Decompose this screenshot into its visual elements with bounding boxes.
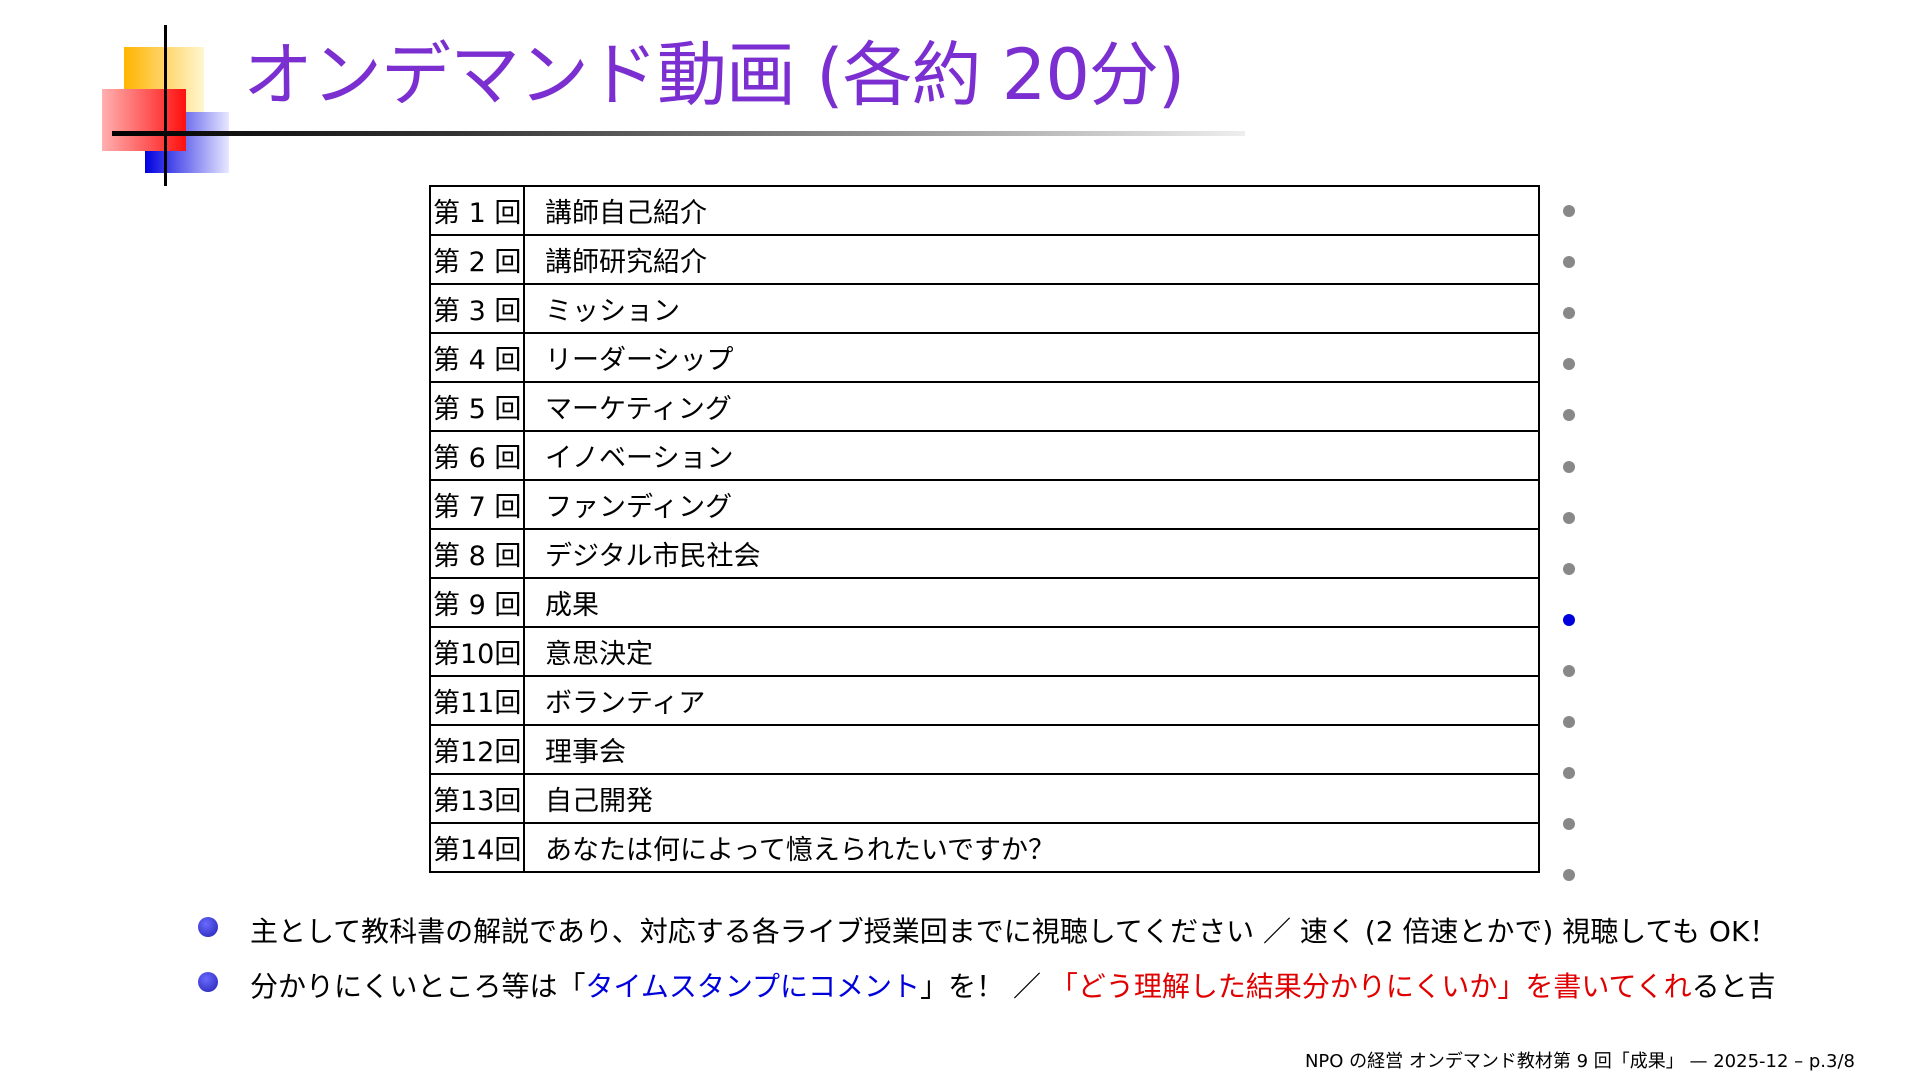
text: 」を！ ／ <box>920 970 1050 1003</box>
table-row: 第 5 回マーケティング <box>429 381 1540 432</box>
session-topic: デジタル市民社会 <box>523 528 1540 579</box>
session-number: 第14回 <box>429 822 525 873</box>
session-topic: 講師研究紹介 <box>523 234 1540 285</box>
session-table: 第 1 回講師自己紹介第 2 回講師研究紹介第 3 回ミッション第 4 回リーダ… <box>429 185 1540 873</box>
text: ると吉 <box>1691 970 1776 1003</box>
session-topic: 成果 <box>523 577 1540 628</box>
session-topic: 意思決定 <box>523 626 1540 677</box>
slide-dot-icon[interactable] <box>1563 869 1575 882</box>
slide-dot-icon[interactable] <box>1563 767 1575 780</box>
highlight-red: 「どう理解した結果分かりにくいか」を書いてくれ <box>1049 970 1692 1003</box>
session-number: 第10回 <box>429 626 525 677</box>
session-topic: 講師自己紹介 <box>523 185 1540 236</box>
bullet-icon <box>198 972 218 992</box>
bullet-text-1: 主として教科書の解説であり、対応する各ライブ授業回までに視聴してください ／ 速… <box>250 915 1778 948</box>
table-row: 第 7 回ファンディング <box>429 479 1540 530</box>
current-slide-dot-icon[interactable] <box>1563 613 1575 626</box>
session-topic: ボランティア <box>523 675 1540 726</box>
decor-vertical-line <box>164 25 167 186</box>
slide-dot-icon[interactable] <box>1563 511 1575 524</box>
slide-dot-icon[interactable] <box>1563 256 1575 269</box>
session-topic: イノベーション <box>523 430 1540 481</box>
slide-dot-icon[interactable] <box>1563 818 1575 831</box>
bullet-text-2: 分かりにくいところ等は「タイムスタンプにコメント」を！ ／ 「どう理解した結果分… <box>250 965 1776 1005</box>
table-row: 第 4 回リーダーシップ <box>429 332 1540 383</box>
table-row: 第12回 理事会 <box>429 724 1540 775</box>
session-number: 第12回 <box>429 724 525 775</box>
table-row: 第10回 意思決定 <box>429 626 1540 677</box>
session-topic: 理事会 <box>523 724 1540 775</box>
table-row: 第14回 あなたは何によって憶えられたいですか？ <box>429 822 1540 873</box>
footer: NPO の経営 オンデマンド教材第 9 回「成果」 — 2025-12 – p.… <box>1304 1051 1855 1072</box>
session-topic: リーダーシップ <box>523 332 1540 383</box>
table-row: 第11回 ボランティア <box>429 675 1540 726</box>
session-number: 第 8 回 <box>429 528 525 579</box>
slide-dot-icon[interactable] <box>1563 562 1575 575</box>
slide-dot-icon[interactable] <box>1563 460 1575 473</box>
session-topic: ファンディング <box>523 479 1540 530</box>
session-number: 第 5 回 <box>429 381 525 432</box>
table-row: 第 2 回講師研究紹介 <box>429 234 1540 285</box>
table-row: 第 6 回イノベーション <box>429 430 1540 481</box>
slide-dot-icon[interactable] <box>1563 307 1575 320</box>
session-number: 第 4 回 <box>429 332 525 383</box>
text: 分かりにくいところ等は「 <box>250 970 586 1003</box>
session-topic: あなたは何によって憶えられたいですか？ <box>523 822 1540 873</box>
slide-dot-icon[interactable] <box>1563 716 1575 728</box>
table-row: 第 8 回デジタル市民社会 <box>429 528 1540 579</box>
table-row: 第 9 回成果 <box>429 577 1540 628</box>
page-title: オンデマンド動画 (各約 20分) <box>243 34 1185 116</box>
table-row: 第 3 回ミッション <box>429 283 1540 334</box>
decor-red-square <box>102 89 186 151</box>
slide-dot-icon[interactable] <box>1563 205 1575 217</box>
session-number: 第11回 <box>429 675 525 726</box>
session-number: 第 2 回 <box>429 234 525 285</box>
slide-dot-icon[interactable] <box>1563 358 1575 371</box>
session-number: 第 9 回 <box>429 577 525 628</box>
slide-dot-icon[interactable] <box>1563 664 1575 677</box>
highlight-blue: タイムスタンプにコメント <box>585 970 921 1003</box>
bullet-icon <box>198 917 218 937</box>
session-number: 第 1 回 <box>429 185 525 236</box>
slide-dot-icon[interactable] <box>1563 409 1575 422</box>
session-number: 第 3 回 <box>429 283 525 334</box>
session-topic: 自己開発 <box>523 773 1540 824</box>
session-topic: マーケティング <box>523 381 1540 432</box>
session-number: 第 6 回 <box>429 430 525 481</box>
table-row: 第13回 自己開発 <box>429 773 1540 824</box>
session-number: 第13回 <box>429 773 525 824</box>
session-topic: ミッション <box>523 283 1540 334</box>
table-row: 第 1 回講師自己紹介 <box>429 185 1540 236</box>
title-underline <box>112 131 1245 136</box>
session-number: 第 7 回 <box>429 479 525 530</box>
